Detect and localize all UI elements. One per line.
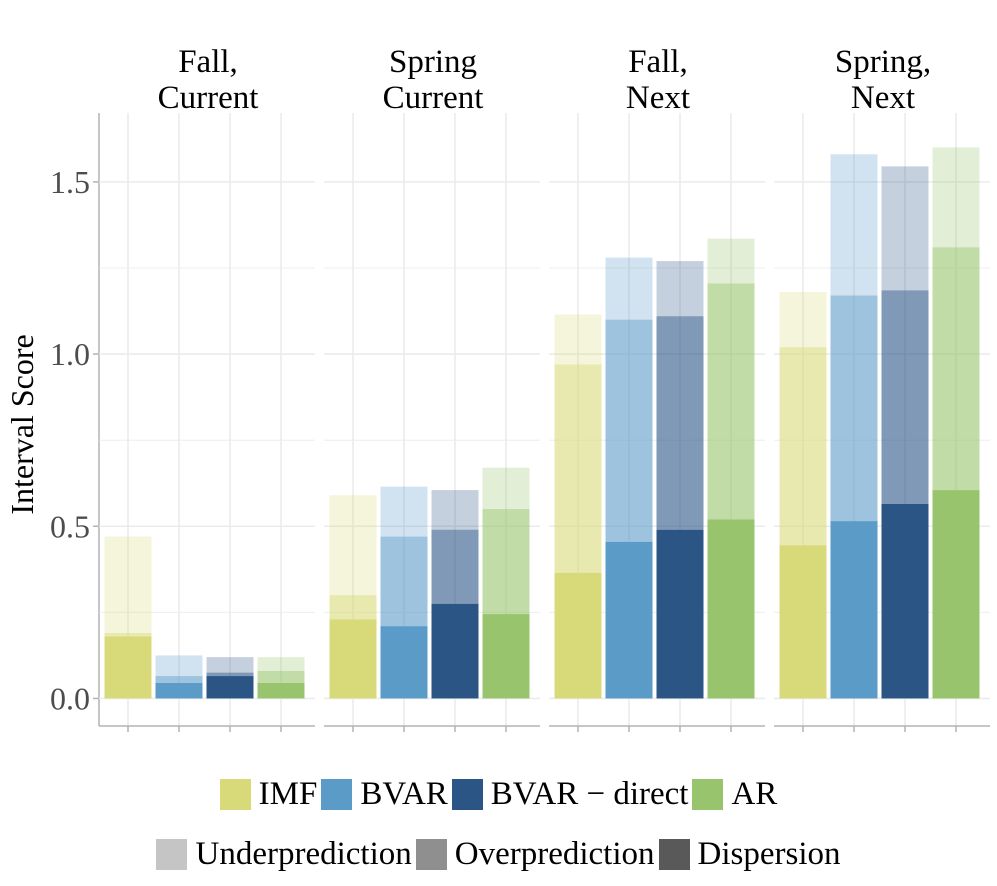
legend-swatch-bvar-direct <box>451 779 483 810</box>
bar-segment-dispersion <box>257 657 305 671</box>
model-legend: IMF BVAR BVAR − direct AR <box>0 776 997 813</box>
bar-segment-overprediction <box>329 595 377 620</box>
legend-item-bvar-direct: BVAR − direct <box>451 776 689 813</box>
bar-segment-dispersion <box>155 655 203 677</box>
bar-segment-overprediction <box>707 283 755 520</box>
y-tick-label: 1.5 <box>50 164 90 200</box>
facet-title-line2: Current <box>383 80 484 116</box>
y-tick-label: 0.5 <box>50 508 90 544</box>
bar-segment-dispersion <box>830 154 878 296</box>
facet-title-line1: Spring, <box>835 44 931 80</box>
bar-segment-underprediction <box>881 503 929 699</box>
bar-segment-dispersion <box>380 486 428 537</box>
legend-item-dispersion: Dispersion <box>658 836 841 873</box>
bar-segment-overprediction <box>554 364 602 573</box>
bar-segment-dispersion <box>707 238 755 284</box>
bar-segment-overprediction <box>881 290 929 504</box>
legend-item-bvar: BVAR <box>321 776 448 813</box>
bar-segment-underprediction <box>707 519 755 699</box>
bar-segment-dispersion <box>881 166 929 291</box>
bar-segment-overprediction <box>605 319 653 542</box>
bar-segment-underprediction <box>605 541 653 699</box>
bar-segment-overprediction <box>206 672 254 677</box>
legend-swatch-imf <box>219 779 251 810</box>
legend-item-ar: AR <box>692 776 777 813</box>
facet-title-line1: Fall, <box>178 44 238 80</box>
bar-segment-underprediction <box>380 626 428 699</box>
bar-segment-dispersion <box>206 657 254 673</box>
bar-segment-underprediction <box>932 490 980 699</box>
bar-segment-underprediction <box>482 614 530 699</box>
facet-title-line1: Spring <box>389 44 477 80</box>
y-tick-label: 1.0 <box>50 336 90 372</box>
bar-segment-dispersion <box>656 261 704 317</box>
facet-title-line2: Next <box>851 80 915 116</box>
legend-swatch-ar <box>692 779 724 810</box>
bar-segment-overprediction <box>380 536 428 627</box>
legend-label-dispersion: Dispersion <box>697 836 841 872</box>
legend-label-imf: IMF <box>258 776 318 812</box>
legend-label-underprediction: Underprediction <box>195 836 412 872</box>
legend-label-overprediction: Overprediction <box>454 836 655 872</box>
bar-segment-overprediction <box>257 670 305 683</box>
bar-segment-dispersion <box>605 257 653 320</box>
bar-segment-overprediction <box>932 247 980 491</box>
bar-segment-underprediction <box>779 545 827 699</box>
bar-segment-dispersion <box>431 490 479 530</box>
legend-swatch-dispersion <box>658 839 690 870</box>
legend-swatch-bvar <box>321 779 353 810</box>
facet-title-line2: Next <box>626 80 690 116</box>
bar-segment-underprediction <box>329 619 377 699</box>
bar-segment-dispersion <box>329 495 377 596</box>
facet-title-line2: Current <box>158 80 259 116</box>
bar-segment-underprediction <box>257 682 305 699</box>
component-legend: Underprediction Overprediction Dispersio… <box>0 836 997 873</box>
y-axis-label: Interval Score <box>4 334 40 514</box>
bar-segment-overprediction <box>482 509 530 615</box>
legend-item-underprediction: Underprediction <box>156 836 412 873</box>
bar-segment-overprediction <box>431 529 479 604</box>
bar-segment-overprediction <box>104 633 152 637</box>
bar-segment-overprediction <box>155 676 203 683</box>
bar-segment-dispersion <box>104 536 152 634</box>
bar-segment-overprediction <box>656 316 704 530</box>
y-tick-label: 0.0 <box>50 680 90 716</box>
bar-segment-underprediction <box>554 572 602 699</box>
legend-swatch-overprediction <box>415 839 447 870</box>
legend-swatch-underprediction <box>156 839 188 870</box>
bar-segment-overprediction <box>779 347 827 546</box>
legend-label-ar: AR <box>731 776 778 812</box>
bar-segment-underprediction <box>656 529 704 699</box>
bar-segment-dispersion <box>932 147 980 248</box>
interval-score-chart: Interval Score0.00.51.01.5Fall,CurrentSp… <box>4 44 990 732</box>
bar-segment-dispersion <box>554 314 602 365</box>
legend-label-bvar: BVAR <box>360 776 448 812</box>
bar-segment-underprediction <box>206 676 254 699</box>
bar-segment-underprediction <box>104 636 152 699</box>
bar-segment-dispersion <box>482 467 530 510</box>
bar-segment-dispersion <box>779 292 827 348</box>
bar-segment-underprediction <box>155 682 203 699</box>
bar-segment-underprediction <box>830 521 878 699</box>
bar-segment-overprediction <box>830 295 878 522</box>
facet-title-line1: Fall, <box>628 44 688 80</box>
bar-segment-underprediction <box>431 603 479 699</box>
legend-item-overprediction: Overprediction <box>415 836 655 873</box>
legend-item-imf: IMF <box>219 776 318 813</box>
legend-label-bvar-direct: BVAR − direct <box>490 776 689 812</box>
